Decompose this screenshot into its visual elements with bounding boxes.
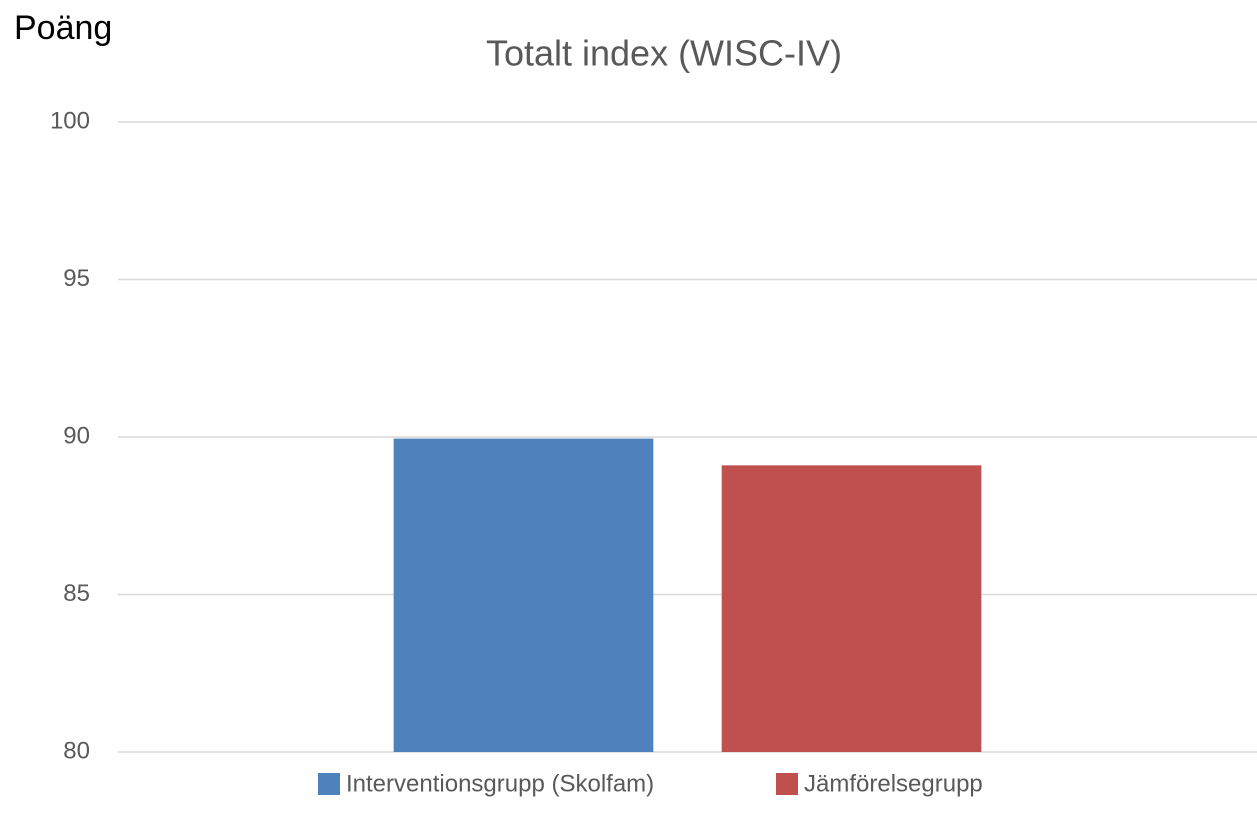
bar [393, 438, 654, 752]
legend-swatch [318, 773, 340, 795]
y-tick-label: 80 [63, 737, 90, 764]
legend-label: Jämförelsegrupp [804, 770, 983, 797]
y-tick-label: 90 [63, 422, 90, 449]
bar [721, 465, 982, 752]
legend-label: Interventionsgrupp (Skolfam) [346, 770, 654, 797]
y-tick-label: 85 [63, 580, 90, 607]
y-axis-label: Poäng [14, 9, 112, 47]
chart-title: Totalt index (WISC-IV) [486, 33, 842, 74]
legend-swatch [776, 773, 798, 795]
y-tick-label: 95 [63, 265, 90, 292]
y-tick-label: 100 [50, 107, 90, 134]
